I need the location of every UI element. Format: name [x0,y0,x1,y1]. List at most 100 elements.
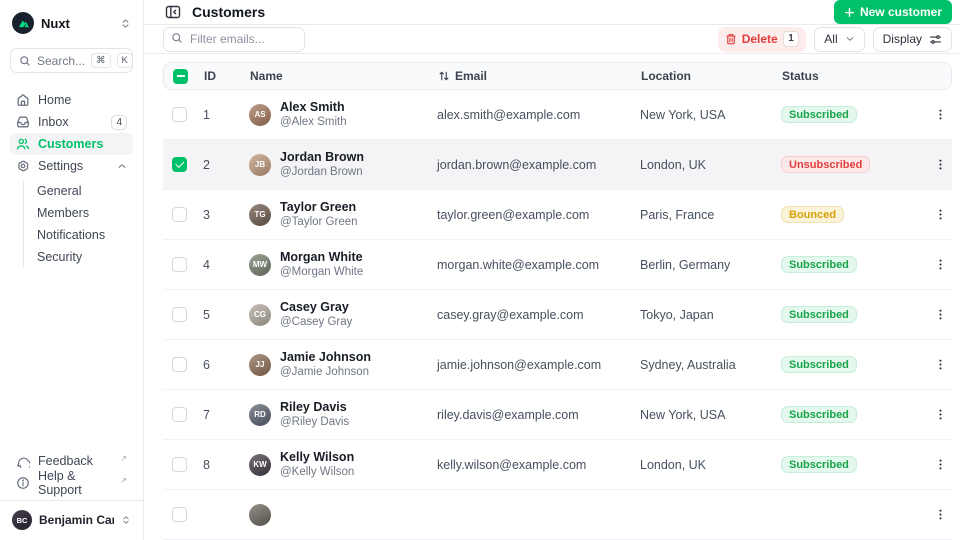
user-menu[interactable]: BC Benjamin Canac [10,501,133,534]
table-row[interactable] [163,490,952,540]
row-id: 6 [203,357,210,372]
new-customer-button[interactable]: New customer [833,0,952,24]
main-panel: Customers New customer Delete 1 [144,0,960,540]
avatar: TG [249,203,271,226]
row-actions-button[interactable] [932,156,949,173]
customer-email: taylor.green@example.com [437,207,590,222]
row-checkbox[interactable] [172,407,187,422]
dots-vertical-icon [939,309,942,320]
avatar: JJ [249,353,271,376]
table-row[interactable]: 6 JJ Jamie Johnson @Jamie Johnson jamie.… [163,340,952,390]
sort-arrows-icon [439,71,449,81]
delete-label: Delete [741,32,778,46]
status-badge: Subscribed [781,456,857,473]
sidebar-divider [0,500,143,501]
table-row[interactable]: 2 JB Jordan Brown @Jordan Brown jordan.b… [163,140,952,190]
dots-vertical-icon [939,259,942,270]
row-actions-button[interactable] [932,456,949,473]
sidebar-item-notifications[interactable]: Notifications [37,228,106,242]
select-all-checkbox[interactable] [173,68,188,84]
sidebar-item-customers[interactable]: Customers [10,133,133,155]
customer-location: New York, USA [640,407,726,422]
row-actions-button[interactable] [932,306,949,323]
customer-handle: @Alex Smith [280,116,347,129]
sidebar-item-general[interactable]: General [37,184,82,198]
customer-handle: @Taylor Green [280,216,358,229]
status-filter-select[interactable]: All [814,26,865,52]
row-checkbox[interactable] [172,257,187,272]
status-badge: Subscribed [781,256,857,273]
row-actions-button[interactable] [932,356,949,373]
row-id: 8 [203,457,210,472]
display-button[interactable]: Display [872,26,952,52]
row-checkbox[interactable] [172,307,187,322]
row-actions-button[interactable] [932,406,949,423]
row-checkbox[interactable] [172,157,187,172]
row-id: 1 [203,107,210,122]
row-actions-button[interactable] [932,106,949,123]
customer-location: Sydney, Australia [640,357,736,372]
search-placeholder: Search... [37,53,86,68]
row-checkbox[interactable] [172,507,187,522]
sidebar-item-feedback[interactable]: Feedback ↗ [10,450,133,472]
table-row[interactable]: 7 RD Riley Davis @Riley Davis riley.davi… [163,390,952,440]
chevron-up-down-icon [121,515,131,525]
filter-emails-input[interactable] [163,26,305,52]
customer-name: Casey Gray [280,299,349,314]
sidebar-nav: Home Inbox 4 Customers Settings General [10,89,133,450]
dots-vertical-icon [939,409,942,420]
row-actions-button[interactable] [932,206,949,223]
sidebar-item-inbox[interactable]: Inbox 4 [10,111,133,133]
row-actions-button[interactable] [932,506,949,523]
row-checkbox[interactable] [172,357,187,372]
avatar: AS [249,103,271,126]
row-id: 7 [203,407,210,422]
status-filter-value: All [824,32,838,46]
dots-vertical-icon [939,159,942,170]
message-bubble-icon [17,457,30,468]
delete-count-badge: 1 [782,31,800,47]
avatar: JB [249,153,271,176]
search-input[interactable]: Search... ⌘ K [10,48,133,73]
chevron-down-icon [845,34,855,44]
external-link-icon: ↗ [120,475,127,485]
users-icon [16,138,30,150]
plus-icon [845,7,854,17]
sidebar-item-home[interactable]: Home [10,89,133,111]
new-customer-label: New customer [859,5,942,19]
customer-email: riley.davis@example.com [437,407,579,422]
workspace-selector[interactable]: Nuxt [10,10,133,36]
sidebar-item-security[interactable]: Security [37,250,83,264]
customer-name: Kelly Wilson [280,449,355,464]
table-header-row: ID Name Email Location Status [163,62,952,90]
customer-email: casey.gray@example.com [437,307,584,322]
customer-email: morgan.white@example.com [437,257,600,272]
delete-button[interactable]: Delete 1 [717,26,807,52]
table-row[interactable]: 4 MW Morgan White @Morgan White morgan.w… [163,240,952,290]
user-name: Benjamin Canac [39,513,114,527]
display-label: Display [882,32,922,46]
user-avatar: BC [12,510,32,530]
column-header-email[interactable]: Email [438,69,641,83]
customer-location: Berlin, Germany [640,257,731,272]
avatar: RD [249,403,271,426]
dots-vertical-icon [939,109,942,120]
table-row[interactable]: 3 TG Taylor Green @Taylor Green taylor.g… [163,190,952,240]
table-row[interactable]: 1 AS Alex Smith @Alex Smith alex.smith@e… [163,90,952,140]
table-row[interactable]: 5 CG Casey Gray @Casey Gray casey.gray@e… [163,290,952,340]
row-id: 3 [203,207,210,222]
customer-location: Paris, France [640,207,715,222]
row-checkbox[interactable] [172,107,187,122]
row-id: 2 [203,157,210,172]
sidebar-item-help-support[interactable]: Help & Support ↗ [10,469,133,497]
row-checkbox[interactable] [172,207,187,222]
page-title: Customers [192,4,266,20]
sidebar-item-settings[interactable]: Settings [10,155,133,177]
row-checkbox[interactable] [172,457,187,472]
sidebar-collapse-button[interactable] [163,2,183,22]
customer-name: Riley Davis [280,399,347,414]
sidebar-item-members[interactable]: Members [37,206,90,220]
table-row[interactable]: 8 KW Kelly Wilson @Kelly Wilson kelly.wi… [163,440,952,490]
customer-name: Alex Smith [280,99,345,114]
row-actions-button[interactable] [932,256,949,273]
